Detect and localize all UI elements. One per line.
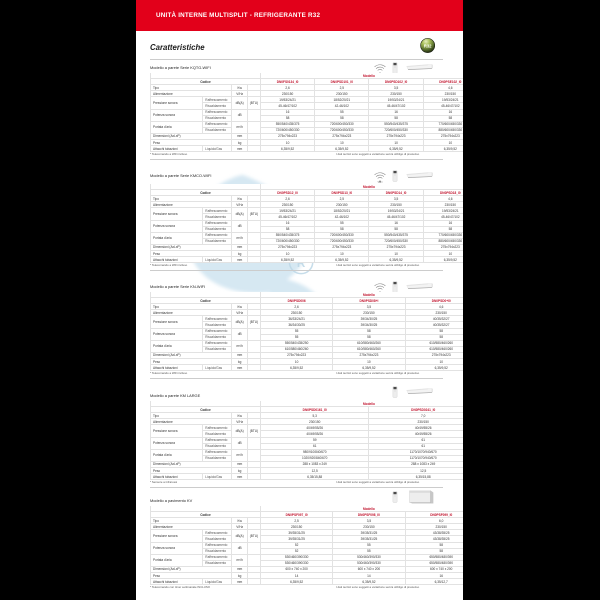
svg-text:R32: R32: [423, 43, 431, 48]
